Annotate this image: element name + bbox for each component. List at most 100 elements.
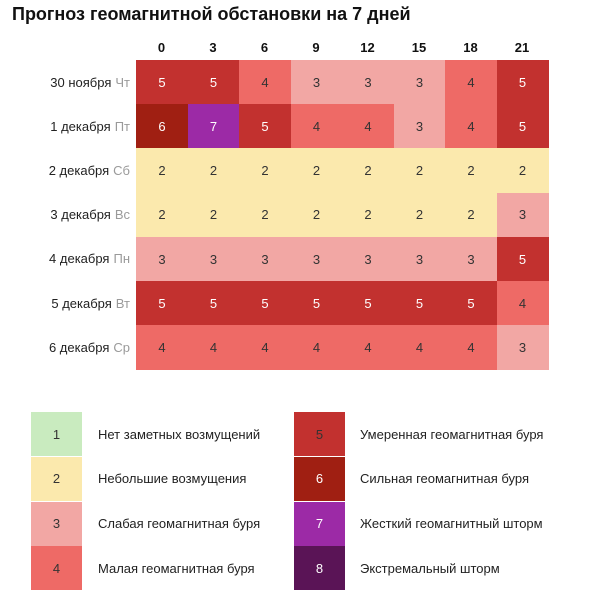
heatmap-cell: 3 <box>342 60 394 105</box>
heatmap-cell: 4 <box>290 325 343 370</box>
hour-header: 3 <box>209 40 217 55</box>
row-weekday: Пн <box>113 251 130 267</box>
heatmap-cell: 5 <box>239 104 291 149</box>
heatmap-cell: 4 <box>290 104 343 149</box>
heatmap-cell: 5 <box>187 60 240 105</box>
heatmap-cell: 7 <box>187 104 240 149</box>
heatmap-cell: 2 <box>136 192 188 238</box>
legend-label: Сильная геомагнитная буря <box>360 471 529 487</box>
legend-label: Слабая геомагнитная буря <box>98 516 261 532</box>
legend-label: Нет заметных возмущений <box>98 426 261 442</box>
heatmap-cell: 4 <box>496 281 549 326</box>
row-weekday: Пт <box>114 118 130 134</box>
heatmap-cell: 2 <box>342 148 394 194</box>
legend-swatch: 2 <box>31 456 82 501</box>
heatmap-cell: 4 <box>187 325 240 370</box>
row-label: 30 ноября Чт <box>0 60 130 104</box>
row-date: 3 декабря <box>50 207 111 223</box>
row-label: 5 декабря Вт <box>0 281 130 325</box>
heatmap-cell: 5 <box>187 281 240 326</box>
heatmap-cell: 5 <box>136 60 188 105</box>
row-label: 4 декабря Пн <box>0 237 130 281</box>
legend-swatch: 1 <box>31 412 82 456</box>
row-date: 4 декабря <box>49 251 110 267</box>
heatmap-cell: 5 <box>496 60 549 105</box>
heatmap-cell: 5 <box>290 281 343 326</box>
row-label: 1 декабря Пт <box>0 104 130 148</box>
heatmap-cell: 3 <box>393 104 446 149</box>
heatmap-cell: 3 <box>239 236 291 282</box>
heatmap-cell: 3 <box>496 325 549 370</box>
row-label: 3 декабря Вс <box>0 193 130 237</box>
row-label: 6 декабря Ср <box>0 325 130 369</box>
hour-header: 15 <box>411 40 427 55</box>
row-date: 6 декабря <box>48 339 110 355</box>
heatmap-cell: 4 <box>445 60 497 105</box>
heatmap-cell: 2 <box>239 148 291 194</box>
row-weekday: Чт <box>115 74 130 90</box>
legend-label: Умеренная геомагнитная буря <box>360 426 544 442</box>
heatmap-cell: 4 <box>393 325 446 370</box>
legend-swatch: 6 <box>294 456 345 501</box>
heatmap-cell: 3 <box>187 236 240 282</box>
heatmap-cell: 2 <box>496 148 549 194</box>
heatmap-cell: 3 <box>496 192 549 238</box>
hour-header: 18 <box>463 40 478 55</box>
heatmap-cell: 3 <box>393 236 446 282</box>
heatmap-cell: 2 <box>342 192 394 238</box>
hour-header: 12 <box>360 40 375 55</box>
legend-label: Жесткий геомагнитный шторм <box>360 516 543 532</box>
row-date: 30 ноября <box>50 74 112 90</box>
row-weekday: Ср <box>113 339 130 355</box>
heatmap-cell: 3 <box>136 236 188 282</box>
legend-swatch: 3 <box>31 501 82 546</box>
heatmap-cell: 5 <box>342 281 394 326</box>
legend-swatch: 7 <box>294 501 345 546</box>
row-date: 2 декабря <box>48 162 110 178</box>
row-weekday: Сб <box>113 162 130 178</box>
heatmap-cell: 2 <box>445 148 497 194</box>
row-label: 2 декабря Сб <box>0 148 130 192</box>
heatmap-cell: 4 <box>136 325 188 370</box>
hour-header: 21 <box>514 40 530 55</box>
heatmap-cell: 5 <box>136 281 188 326</box>
row-weekday: Вт <box>115 295 130 311</box>
heatmap-cell: 6 <box>136 104 188 149</box>
heatmap-cell: 4 <box>445 104 497 149</box>
legend-label: Малая геомагнитная буря <box>98 560 255 576</box>
row-date: 5 декабря <box>51 295 112 311</box>
chart-title: Прогноз геомагнитной обстановки на 7 дне… <box>12 4 411 24</box>
heatmap-cell: 4 <box>342 325 394 370</box>
legend-label: Экстремальный шторм <box>360 560 500 576</box>
heatmap-cell: 3 <box>342 236 394 282</box>
legend-label: Небольшие возмущения <box>98 471 247 487</box>
heatmap-cell: 5 <box>445 281 497 326</box>
heatmap-cell: 2 <box>393 192 446 238</box>
heatmap-cell: 2 <box>187 148 240 194</box>
heatmap-cell: 4 <box>239 325 291 370</box>
heatmap-cell: 2 <box>445 192 497 238</box>
heatmap-cell: 3 <box>290 60 343 105</box>
legend-swatch: 4 <box>31 546 82 591</box>
hour-header: 0 <box>157 40 166 55</box>
heatmap-cell: 5 <box>239 281 291 326</box>
legend-swatch: 5 <box>294 412 345 456</box>
heatmap-cell: 2 <box>187 192 240 238</box>
row-weekday: Вс <box>114 207 130 223</box>
heatmap-cell: 2 <box>290 192 343 238</box>
heatmap-cell: 4 <box>445 325 497 370</box>
heatmap-cell: 5 <box>393 281 446 326</box>
heatmap-cell: 2 <box>136 148 188 194</box>
heatmap-cell: 2 <box>239 192 291 238</box>
heatmap-cell: 2 <box>290 148 343 194</box>
heatmap-cell: 2 <box>393 148 446 194</box>
heatmap-cell: 4 <box>342 104 394 149</box>
heatmap-cell: 3 <box>290 236 343 282</box>
row-date: 1 декабря <box>50 118 111 134</box>
heatmap-cell: 4 <box>239 60 291 105</box>
heatmap-cell: 5 <box>496 104 549 149</box>
hour-header: 9 <box>312 40 320 55</box>
heatmap-cell: 3 <box>445 236 497 282</box>
hour-header: 6 <box>260 40 269 55</box>
heatmap-cell: 3 <box>393 60 446 105</box>
